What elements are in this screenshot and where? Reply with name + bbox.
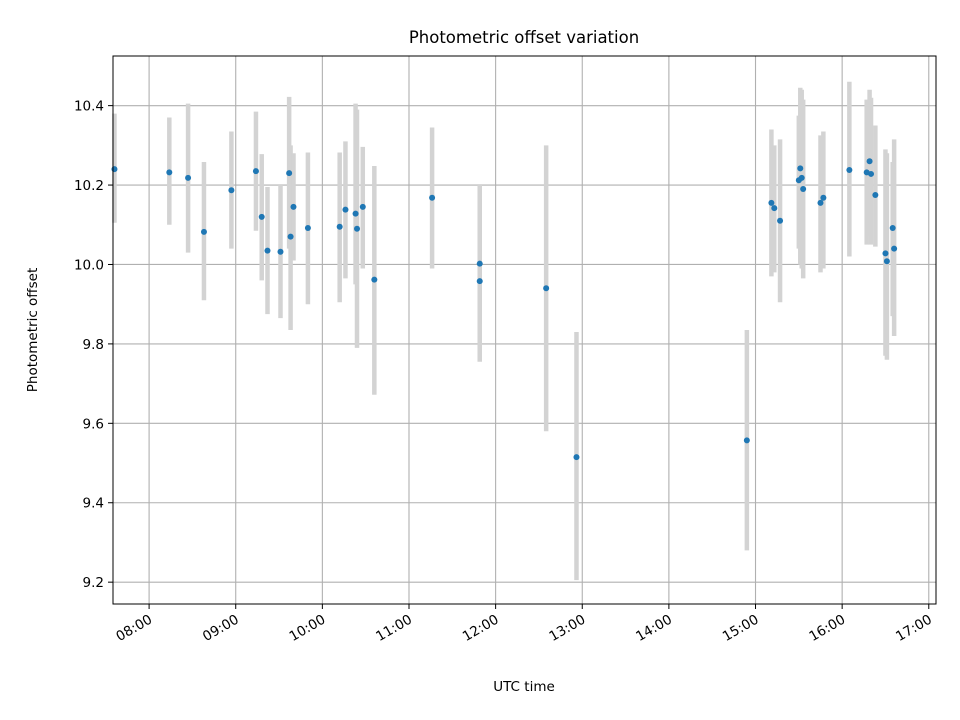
data-point: [200, 228, 207, 235]
y-axis-ticks: 9.2 9.4 9.6 9.8 10.0 10.2 10.4: [74, 99, 113, 591]
data-point: [352, 210, 359, 217]
data-point: [476, 278, 483, 285]
data-point: [883, 258, 890, 265]
data-point: [336, 223, 343, 230]
plot-frame: [112, 55, 937, 605]
x-tick-label: 10:00: [287, 612, 329, 645]
data-point: [891, 245, 898, 252]
x-tick-label: 13:00: [547, 612, 589, 645]
data-point: [359, 203, 366, 210]
data-point: [264, 247, 271, 254]
y-tick-label: 9.8: [83, 337, 104, 353]
x-tick-label: 12:00: [460, 612, 502, 645]
chart-title: Photometric offset variation: [409, 28, 639, 47]
data-point: [287, 233, 294, 240]
x-tick-label: 14:00: [633, 612, 675, 645]
data-point: [868, 170, 875, 177]
data-point: [354, 225, 361, 232]
y-tick-label: 9.4: [83, 496, 104, 512]
data-point: [277, 248, 284, 255]
x-tick-label: 11:00: [373, 612, 415, 645]
x-tick-label: 15:00: [720, 612, 762, 645]
data-point: [798, 174, 805, 181]
data-point: [286, 170, 293, 177]
data-point: [258, 213, 265, 220]
data-point: [820, 194, 827, 201]
data-point: [342, 206, 349, 213]
y-tick-label: 10.2: [74, 178, 104, 194]
y-tick-label: 9.6: [83, 416, 104, 432]
data-point: [304, 224, 311, 231]
data-point: [800, 186, 807, 193]
data-point: [543, 285, 550, 292]
data-point: [846, 166, 853, 173]
data-point: [743, 437, 750, 444]
data-point: [185, 174, 192, 181]
data-point: [817, 199, 824, 206]
data-points: [111, 158, 898, 461]
x-axis-label: UTC time: [493, 679, 555, 695]
data-point: [882, 250, 889, 257]
x-tick-label: 08:00: [113, 612, 155, 645]
data-point: [889, 224, 896, 231]
data-point: [476, 260, 483, 267]
data-point: [573, 454, 580, 461]
data-point: [290, 203, 297, 210]
x-tick-label: 16:00: [806, 612, 848, 645]
x-axis-ticks: 08:00 09:00 10:00 11:00 12:00 13:00 14:00 15:00…: [113, 604, 935, 645]
y-tick-label: 9.2: [83, 575, 104, 591]
x-tick-label: 17:00: [893, 612, 935, 645]
data-point: [777, 217, 784, 224]
grid-lines: [113, 56, 936, 604]
data-point: [872, 191, 879, 198]
y-tick-label: 10.0: [74, 257, 104, 273]
error-bars: [112, 81, 897, 581]
y-tick-label: 10.4: [74, 99, 104, 115]
y-axis-label: Photometric offset: [25, 268, 41, 392]
data-point: [797, 165, 804, 172]
data-point: [768, 199, 775, 206]
data-point: [429, 194, 436, 201]
data-point: [866, 158, 873, 165]
data-point: [371, 276, 378, 283]
data-point: [111, 166, 118, 173]
x-tick-label: 09:00: [200, 612, 242, 645]
data-point: [771, 205, 778, 212]
data-point: [252, 168, 259, 175]
data-point: [166, 169, 173, 176]
data-point: [228, 187, 235, 194]
